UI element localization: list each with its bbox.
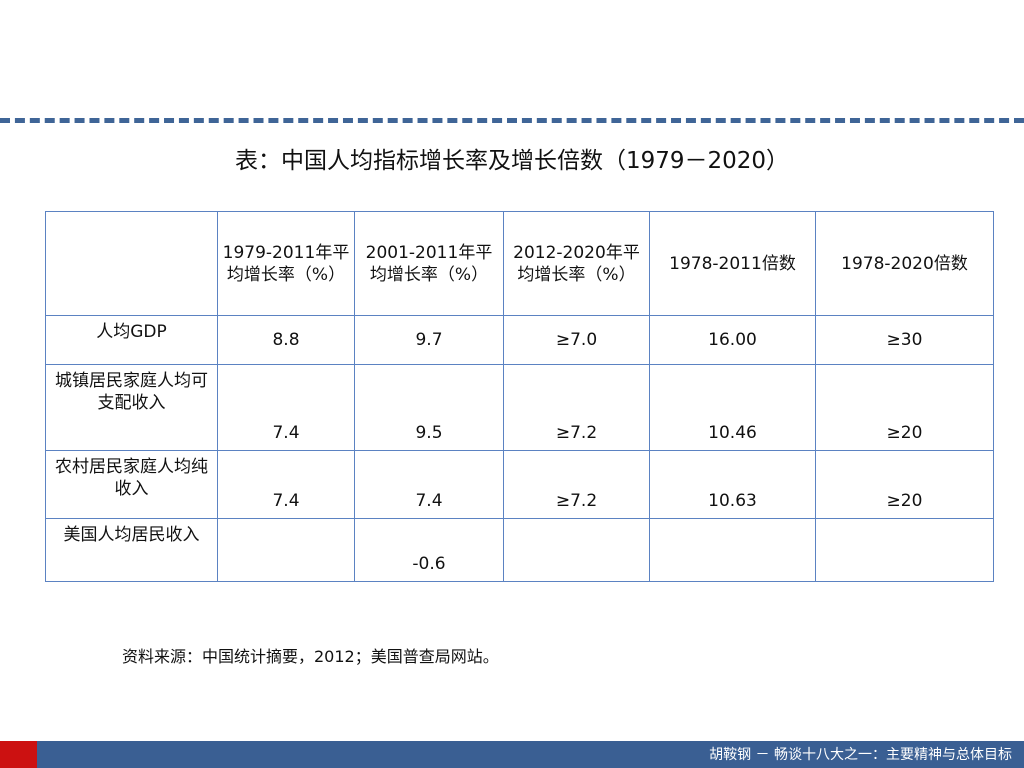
table-cell: ≥7.2 — [503, 450, 650, 519]
row-label: 农村居民家庭人均纯收入 — [45, 450, 218, 519]
table-cell: 10.63 — [649, 450, 816, 519]
table-cell: ≥20 — [815, 450, 994, 519]
header-cell: 1978-2020倍数 — [815, 211, 994, 316]
row-label: 人均GDP — [45, 315, 218, 365]
table-cell: ≥20 — [815, 364, 994, 451]
table-row: 美国人均居民收入 -0.6 — [45, 518, 994, 582]
table-cell: -0.6 — [354, 518, 504, 582]
table-header-row: 1979-2011年平均增长率（%） 2001-2011年平均增长率（%） 20… — [45, 211, 994, 316]
table-cell: 7.4 — [217, 450, 355, 519]
table-cell: 7.4 — [354, 450, 504, 519]
header-cell: 2012-2020年平均增长率（%） — [503, 211, 650, 316]
table-cell: 7.4 — [217, 364, 355, 451]
header-cell-empty — [45, 211, 218, 316]
header-cell: 2001-2011年平均增长率（%） — [354, 211, 504, 316]
table-title: 表：中国人均指标增长率及增长倍数（1979－2020） — [234, 148, 790, 174]
table-cell: 8.8 — [217, 315, 355, 365]
table-cell — [503, 518, 650, 582]
footer-bar: 胡鞍钢 － 畅谈十八大之一：主要精神与总体目标 — [0, 741, 1024, 768]
table-cell: 9.5 — [354, 364, 504, 451]
table-cell: 9.7 — [354, 315, 504, 365]
table-cell: 16.00 — [649, 315, 816, 365]
row-label: 美国人均居民收入 — [45, 518, 218, 582]
table-cell — [217, 518, 355, 582]
table-cell: ≥30 — [815, 315, 994, 365]
table-row: 人均GDP 8.8 9.7 ≥7.0 16.00 ≥30 — [45, 315, 994, 365]
dashed-divider — [0, 118, 1024, 123]
row-label: 城镇居民家庭人均可支配收入 — [45, 364, 218, 451]
footer-text: 胡鞍钢 － 畅谈十八大之一：主要精神与总体目标 — [709, 747, 1012, 763]
header-cell: 1978-2011倍数 — [649, 211, 816, 316]
table-cell — [815, 518, 994, 582]
table-cell: 10.46 — [649, 364, 816, 451]
table-cell — [649, 518, 816, 582]
table-cell: ≥7.2 — [503, 364, 650, 451]
data-table: 1979-2011年平均增长率（%） 2001-2011年平均增长率（%） 20… — [45, 211, 994, 582]
source-note: 资料来源：中国统计摘要，2012；美国普查局网站。 — [122, 647, 499, 666]
table-cell: ≥7.0 — [503, 315, 650, 365]
table-row: 农村居民家庭人均纯收入 7.4 7.4 ≥7.2 10.63 ≥20 — [45, 450, 994, 519]
header-cell: 1979-2011年平均增长率（%） — [217, 211, 355, 316]
table-row: 城镇居民家庭人均可支配收入 7.4 9.5 ≥7.2 10.46 ≥20 — [45, 364, 994, 451]
footer-red-marker — [0, 741, 37, 768]
